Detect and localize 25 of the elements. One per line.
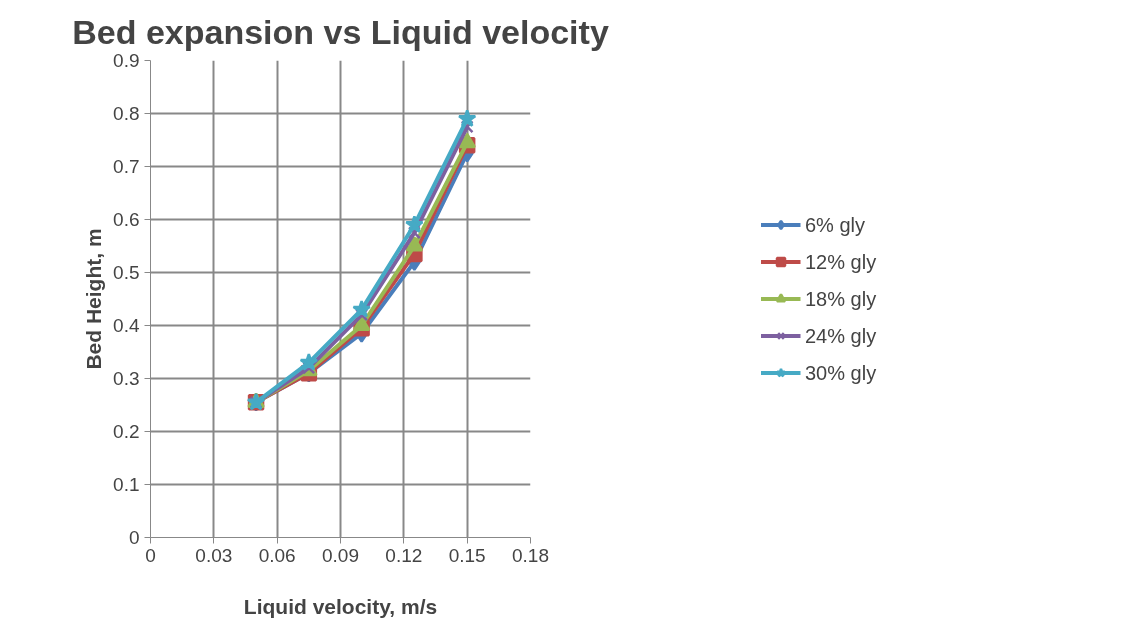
legend-label: 24% gly	[805, 324, 878, 347]
chart-title: Bed expansion vs Liquid velocity	[72, 12, 609, 51]
legend-label: 12% gly	[805, 250, 878, 273]
x-tick-label: 0.12	[385, 544, 423, 566]
y-axis-title: Bed Height, m	[82, 228, 106, 370]
y-tick-label: 0.8	[113, 103, 140, 124]
x-tick-label: 0	[145, 544, 156, 566]
legend-label: 18% gly	[805, 287, 878, 310]
y-tick-label: 0.6	[113, 209, 140, 230]
y-tick-label: 0	[128, 527, 140, 548]
y-tick-label: 0.7	[113, 156, 140, 177]
x-tick-label: 0.15	[448, 544, 486, 566]
x-tick-label: 0.03	[195, 544, 233, 566]
legend-label: 30% gly	[805, 361, 878, 384]
y-tick-label: 0.5	[113, 262, 140, 283]
x-tick-label: 0.06	[258, 544, 296, 566]
x-axis-title: Liquid velocity, m/s	[243, 594, 438, 618]
y-tick-label: 0.2	[113, 421, 140, 442]
y-tick-label: 0.1	[113, 474, 140, 495]
x-tick-label: 0.18	[512, 544, 549, 566]
y-tick-label: 0.9	[113, 50, 140, 71]
y-tick-label: 0.3	[113, 368, 140, 389]
x-tick-label: 0.09	[322, 544, 359, 566]
legend-label: 6% gly	[805, 213, 867, 236]
y-tick-label: 0.4	[113, 315, 140, 336]
